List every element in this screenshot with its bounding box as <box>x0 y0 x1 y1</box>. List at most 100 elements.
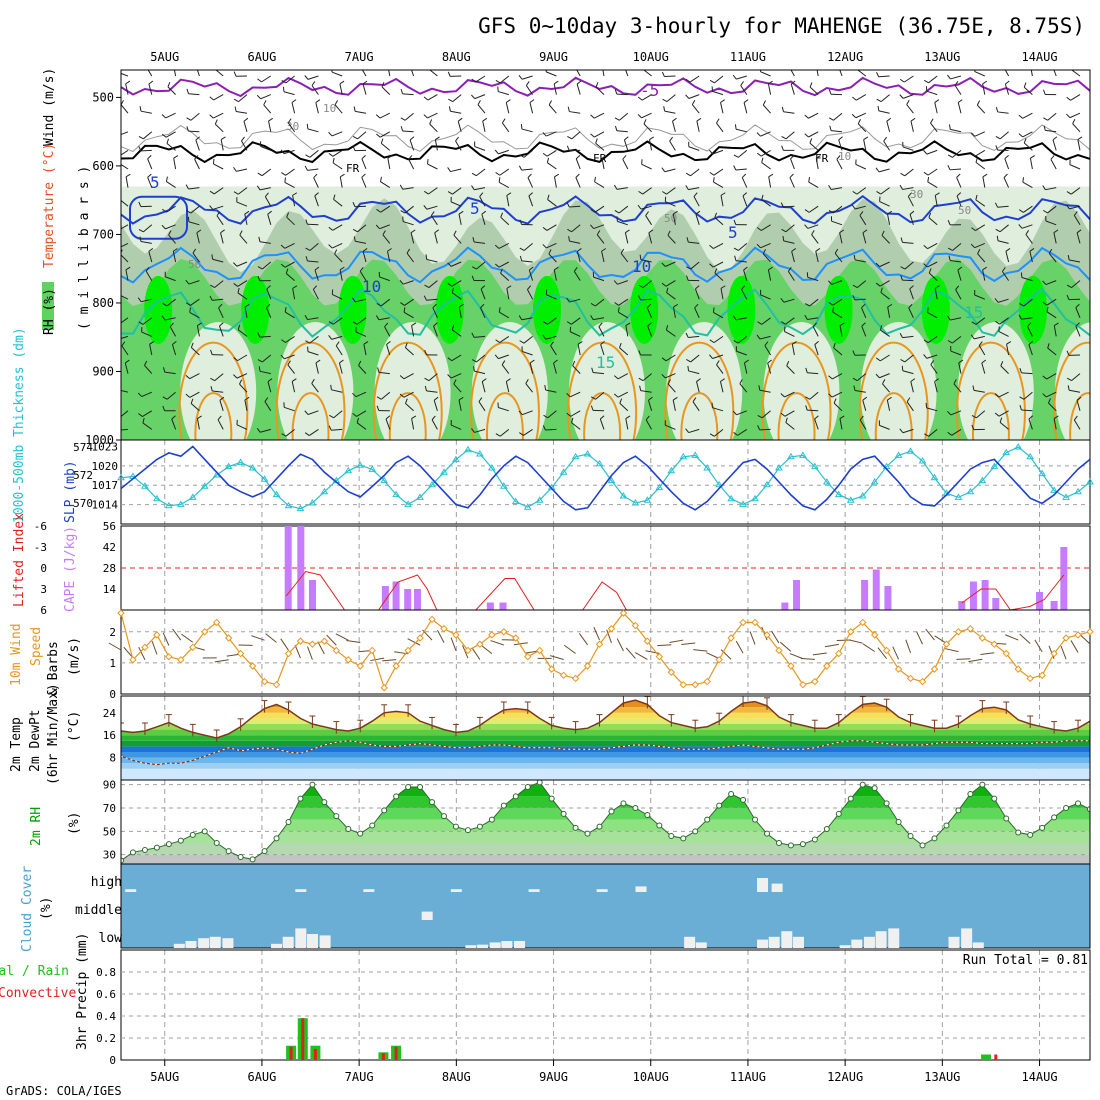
contour-label: FR <box>346 162 360 175</box>
wind-barb <box>738 243 748 251</box>
wind-barb-feather <box>887 396 892 401</box>
wind-barb <box>386 251 391 263</box>
cloud-bar <box>295 889 307 892</box>
wind-barb <box>951 336 962 344</box>
wind-barb <box>878 110 890 114</box>
wind-barb <box>141 331 152 337</box>
lifted-index-line <box>285 570 1065 611</box>
wind-barb <box>244 399 248 411</box>
wind-barb <box>617 280 628 285</box>
cloud-bar <box>306 934 318 948</box>
cape-bar <box>486 602 494 610</box>
wind-speed-point <box>296 637 305 645</box>
wind-barb-feather <box>982 80 988 85</box>
cloud-bar <box>792 936 804 948</box>
wind-barb-feather <box>519 340 525 344</box>
wind-barb <box>402 187 414 190</box>
wind-barb <box>696 120 700 132</box>
wind-barb-feather <box>209 190 215 195</box>
wind-barb <box>333 317 343 325</box>
rh-point <box>249 856 256 863</box>
thickness-point <box>320 487 329 495</box>
wind-barb-feather <box>478 397 483 402</box>
wind-barb <box>786 365 795 374</box>
wind-barb <box>1069 259 1081 263</box>
wind-barb <box>831 391 843 398</box>
wind-barb <box>408 158 415 170</box>
wind-barb <box>307 75 319 80</box>
wind-barb-feather <box>732 410 737 416</box>
wind-barb <box>839 232 843 244</box>
wind-barb <box>140 298 152 303</box>
wind-barb-feather <box>353 236 356 242</box>
wind-barb <box>767 83 772 95</box>
wind-speed-point <box>524 652 532 661</box>
wind-barb <box>575 158 581 170</box>
wind-speed-point <box>189 643 197 652</box>
wind-barb <box>1069 164 1081 170</box>
wind-barb-feather <box>995 136 1001 140</box>
cape-bar <box>284 526 292 610</box>
contour-25 <box>388 392 427 440</box>
thickness-tick: 570 <box>73 497 93 510</box>
wind-barb <box>196 325 200 337</box>
wind-barb <box>428 187 438 195</box>
wind-barb-feather <box>1027 322 1032 327</box>
thickness-point <box>416 493 424 500</box>
wind-barb-feather <box>282 86 285 92</box>
wind-barb-feather <box>544 384 547 391</box>
wind-barb <box>808 112 819 119</box>
wind-barb-feather <box>1042 393 1047 398</box>
wind-barb <box>783 205 795 208</box>
wind-barb <box>283 91 295 96</box>
wind-barb-feather <box>828 393 833 398</box>
contour-20 <box>761 341 832 440</box>
wind-barb-feather <box>591 367 594 373</box>
wind-barb <box>762 104 771 114</box>
wind-barb <box>902 146 914 151</box>
wind-speed-point <box>201 628 209 636</box>
wind-barb <box>361 177 367 188</box>
wind-barb-feather <box>876 98 882 103</box>
wind-barb-feather <box>386 340 391 345</box>
rh-point <box>309 781 316 788</box>
wind-barb-feather <box>1006 341 1012 345</box>
wind-barb <box>646 307 653 319</box>
date-label-top: 11AUG <box>730 50 766 64</box>
wind-barb <box>308 428 319 436</box>
date-label-bottom: 11AUG <box>730 1070 766 1084</box>
wind-barb <box>236 373 248 379</box>
moist-pocket <box>727 275 756 344</box>
precip-convective-bar <box>381 1053 385 1060</box>
wind-barb <box>403 373 414 380</box>
wind-barb <box>832 311 843 319</box>
wind-barb <box>361 158 367 170</box>
contour-25 <box>194 392 233 440</box>
wind-barb-feather <box>972 385 975 391</box>
wind-barb-feather <box>957 266 963 271</box>
precip-label-c: 3hr Precip (mm) <box>75 933 90 1050</box>
wind-barb <box>1006 344 1010 356</box>
wind-barb <box>643 123 652 133</box>
wind-barb <box>285 273 295 281</box>
wind-barb <box>720 288 724 300</box>
wind-barb <box>140 240 152 244</box>
wind-barb <box>190 347 200 356</box>
wind-barb <box>855 205 866 210</box>
wind-barb-feather <box>285 268 289 274</box>
rh-point <box>608 808 615 815</box>
wind-barb <box>760 242 771 249</box>
wind-barb <box>950 350 962 356</box>
wind-barb-feather <box>287 360 291 366</box>
wind-speed-point <box>452 631 460 639</box>
wind-barb-feather <box>244 303 250 308</box>
surface-wind-barb <box>625 647 636 659</box>
rh-tick: 70 <box>103 802 116 815</box>
wind-barb-feather <box>233 283 238 287</box>
thickness-point <box>870 478 879 485</box>
wind-barb <box>879 280 890 287</box>
wind-barb-feather <box>838 136 843 141</box>
wind-barb <box>809 391 819 400</box>
wind-barb-feather <box>1028 340 1034 345</box>
wind-barb-feather <box>828 301 834 306</box>
